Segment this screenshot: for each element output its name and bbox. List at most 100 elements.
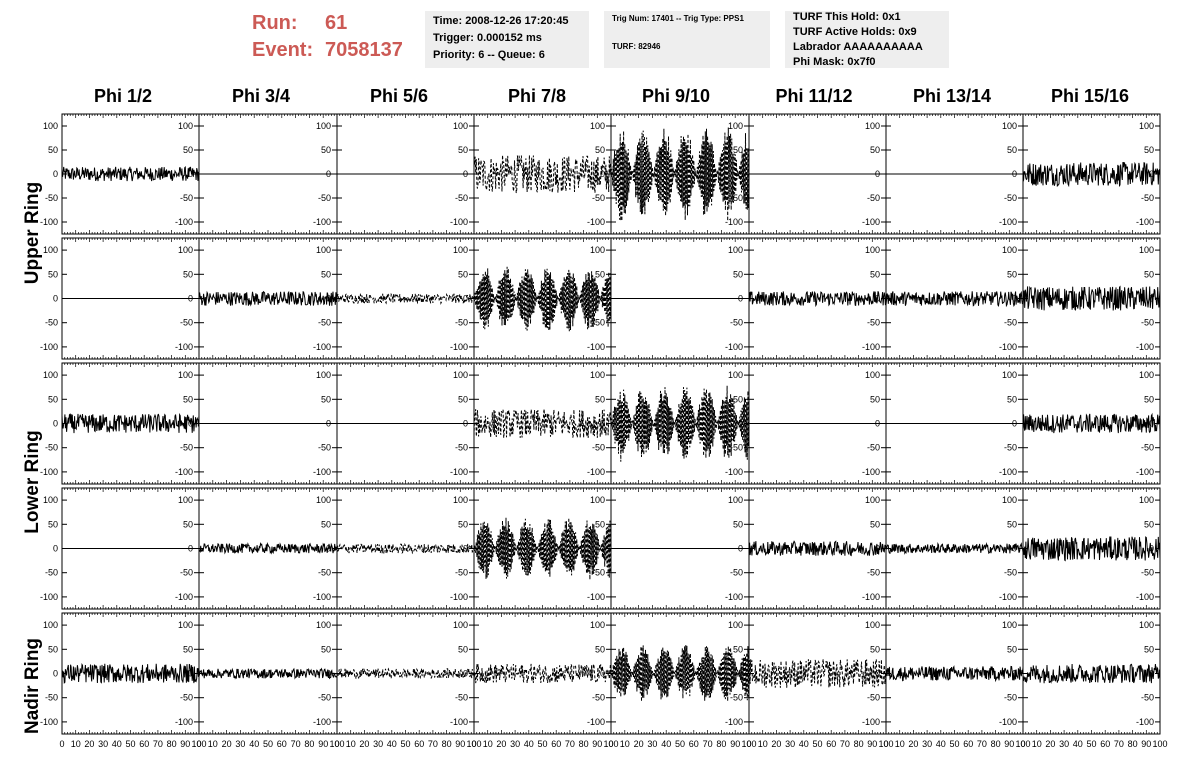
y-tick-label: 100 (728, 245, 743, 255)
y-tick-label: 50 (595, 269, 605, 279)
column-header-phi-9-10: Phi 9/10 (641, 86, 711, 106)
x-tick-label: 50 (949, 739, 959, 749)
y-tick-label: 100 (178, 121, 193, 131)
y-tick-label: 50 (321, 145, 331, 155)
y-tick-label: -100 (1136, 342, 1154, 352)
y-tick-label: 100 (590, 370, 605, 380)
y-tick-label: -50 (318, 568, 331, 578)
waveform-trace (610, 127, 750, 221)
y-tick-label: -100 (313, 467, 331, 477)
y-tick-label: 50 (1007, 394, 1017, 404)
x-tick-label: 90 (1004, 739, 1014, 749)
y-tick-label: 0 (53, 419, 58, 429)
y-tick-label: -100 (725, 217, 743, 227)
waveform-trace (1022, 663, 1161, 684)
x-tick-label: 60 (826, 739, 836, 749)
y-tick-label: 50 (595, 145, 605, 155)
x-tick-label: 40 (112, 739, 122, 749)
y-tick-label: 50 (1144, 394, 1154, 404)
y-tick-label: 50 (321, 519, 331, 529)
y-tick-label: 100 (453, 495, 468, 505)
x-tick-label: 50 (675, 739, 685, 749)
y-tick-label: 100 (865, 245, 880, 255)
x-tick-label: 70 (840, 739, 850, 749)
y-tick-label: -50 (730, 693, 743, 703)
x-tick-label: 70 (977, 739, 987, 749)
y-tick-label: -50 (45, 193, 58, 203)
y-tick-label: 100 (728, 121, 743, 131)
y-tick-label: 0 (600, 169, 605, 179)
y-tick-label: 100 (316, 620, 331, 630)
y-tick-label: 100 (865, 620, 880, 630)
x-tick-label: 80 (1128, 739, 1138, 749)
time-text: Time: 2008-12-26 17:20:45 (433, 15, 569, 27)
y-tick-label: 50 (48, 145, 58, 155)
x-tick-label: 90 (318, 739, 328, 749)
x-tick-label: 10 (1032, 739, 1042, 749)
y-tick-label: 100 (1002, 121, 1017, 131)
y-tick-label: 0 (1149, 169, 1154, 179)
x-tick-label: 20 (908, 739, 918, 749)
y-tick-label: 0 (1149, 419, 1154, 429)
y-tick-label: 100 (865, 370, 880, 380)
turf-info-box: TURF This Hold: 0x1 TURF Active Holds: 0… (785, 11, 949, 68)
y-tick-label: -100 (313, 717, 331, 727)
y-tick-label: 100 (453, 121, 468, 131)
x-tick-label: 100 (329, 739, 344, 749)
y-tick-label: -100 (999, 717, 1017, 727)
y-tick-label: 50 (870, 519, 880, 529)
y-tick-label: -50 (180, 443, 193, 453)
waveform-trace (473, 155, 612, 194)
waveform-trace (473, 517, 612, 580)
x-tick-label: 50 (537, 739, 547, 749)
y-tick-label: -50 (45, 443, 58, 453)
x-tick-label: 80 (304, 739, 314, 749)
x-tick-label: 50 (263, 739, 273, 749)
x-tick-label: 80 (991, 739, 1001, 749)
y-tick-label: 100 (43, 121, 58, 131)
x-tick-label: 80 (854, 739, 864, 749)
y-tick-label: 100 (178, 495, 193, 505)
y-tick-label: -100 (999, 592, 1017, 602)
waveform-trace (748, 290, 887, 308)
y-tick-label: 50 (733, 519, 743, 529)
y-tick-label: 50 (595, 394, 605, 404)
x-tick-label: 30 (1059, 739, 1069, 749)
x-tick-label: 10 (758, 739, 768, 749)
y-tick-label: -50 (455, 193, 468, 203)
y-tick-label: 50 (183, 394, 193, 404)
y-tick-label: -50 (730, 193, 743, 203)
y-tick-label: -50 (1004, 693, 1017, 703)
y-tick-label: 50 (1007, 519, 1017, 529)
y-tick-label: 50 (870, 269, 880, 279)
x-tick-label: 90 (455, 739, 465, 749)
y-tick-label: -100 (40, 467, 58, 477)
y-tick-label: 100 (1002, 620, 1017, 630)
waveform-trace (336, 667, 475, 680)
waveform-trace (336, 292, 475, 306)
y-tick-label: -50 (180, 318, 193, 328)
trig-num-text: Trig Num: 17401 -- Trig Type: PPS1 (612, 14, 744, 23)
y-tick-label: -50 (730, 318, 743, 328)
x-tick-label: 30 (235, 739, 245, 749)
y-tick-label: -100 (862, 217, 880, 227)
y-tick-label: 50 (1144, 269, 1154, 279)
x-tick-label: 70 (703, 739, 713, 749)
y-tick-label: 100 (453, 370, 468, 380)
x-tick-label: 80 (442, 739, 452, 749)
x-tick-label: 60 (689, 739, 699, 749)
y-tick-label: -50 (45, 568, 58, 578)
x-tick-label: 10 (895, 739, 905, 749)
y-tick-label: -50 (592, 318, 605, 328)
y-tick-label: 50 (733, 145, 743, 155)
y-tick-label: -100 (725, 717, 743, 727)
x-tick-label: 50 (1086, 739, 1096, 749)
